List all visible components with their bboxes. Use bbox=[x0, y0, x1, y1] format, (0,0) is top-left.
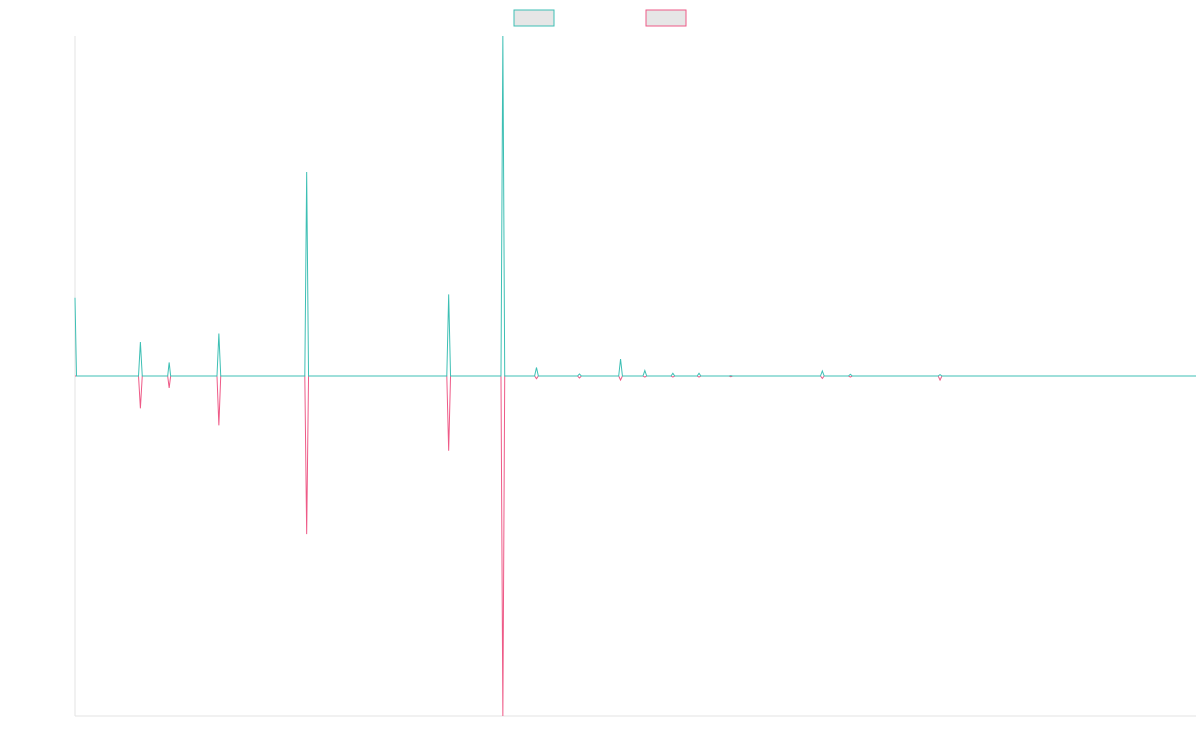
series-layer bbox=[74, 35, 1196, 717]
chart-legend[interactable] bbox=[513, 9, 687, 27]
legend-swatch-series-1[interactable] bbox=[513, 9, 555, 27]
legend-swatch-series-2[interactable] bbox=[645, 9, 687, 27]
series-line-2 bbox=[75, 375, 1196, 717]
series-line-1 bbox=[74, 35, 1196, 377]
